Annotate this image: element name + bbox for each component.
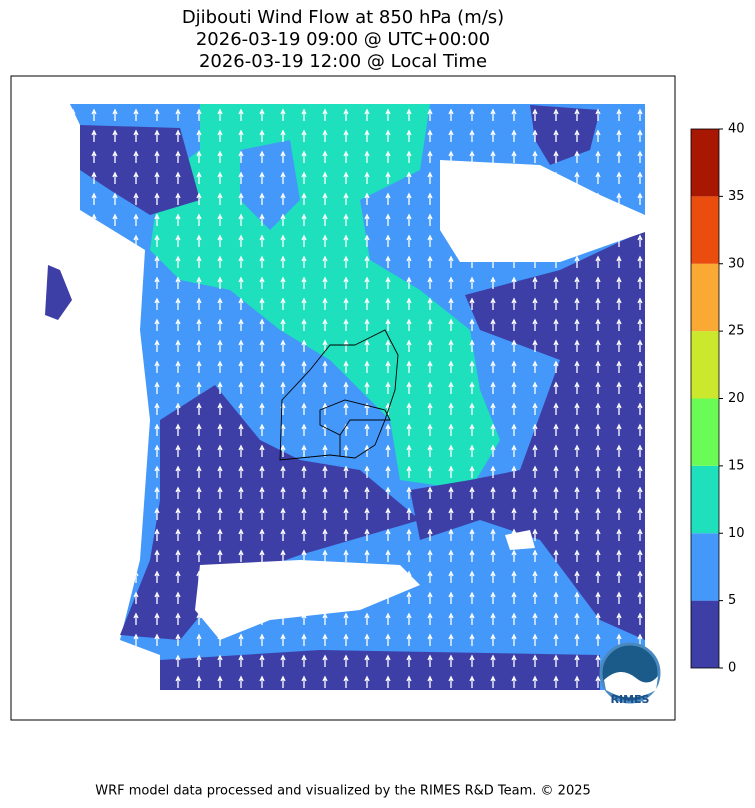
title-line: 2026-03-19 09:00 @ UTC+00:00 bbox=[196, 29, 490, 50]
colorbar-tick-label: 35 bbox=[728, 189, 745, 204]
title-line: 2026-03-19 12:00 @ Local Time bbox=[199, 51, 487, 72]
wind-arrows bbox=[70, 104, 645, 690]
colorbar-segment bbox=[691, 465, 719, 534]
map: RIMES bbox=[45, 104, 661, 706]
colorbar-tick-label: 25 bbox=[728, 324, 745, 339]
colorbar-segment bbox=[691, 196, 719, 264]
colorbar-tick-label: 30 bbox=[728, 256, 745, 271]
colorbar-frame bbox=[690, 128, 720, 669]
colorbar-segment bbox=[691, 263, 719, 332]
border bbox=[279, 329, 399, 461]
wind-0-5 bbox=[45, 265, 72, 320]
colorbar-segment bbox=[691, 600, 719, 668]
colorbar-tick-label: 10 bbox=[728, 526, 745, 541]
logo: RIMES bbox=[599, 642, 661, 706]
colorbar-segment bbox=[691, 331, 719, 399]
colorbar-tick-label: 20 bbox=[728, 391, 745, 406]
colorbar-tick-label: 15 bbox=[728, 458, 745, 473]
colorbar-segment bbox=[691, 398, 719, 466]
map-frame bbox=[10, 75, 676, 721]
colorbar-tick-label: 0 bbox=[728, 661, 736, 676]
colorbar-tick-label: 40 bbox=[728, 122, 745, 137]
title-line: Djibouti Wind Flow at 850 hPa (m/s) bbox=[182, 7, 504, 28]
colorbar-segment bbox=[691, 129, 719, 197]
footer: WRF model data processed and visualized … bbox=[95, 784, 591, 799]
colorbar-tick-label: 5 bbox=[728, 593, 736, 608]
colorbar-segment bbox=[691, 533, 719, 601]
colorbar: 0 5 10 15 20 25 30 35 40 bbox=[691, 122, 745, 676]
logo-text: RIMES bbox=[611, 693, 650, 706]
